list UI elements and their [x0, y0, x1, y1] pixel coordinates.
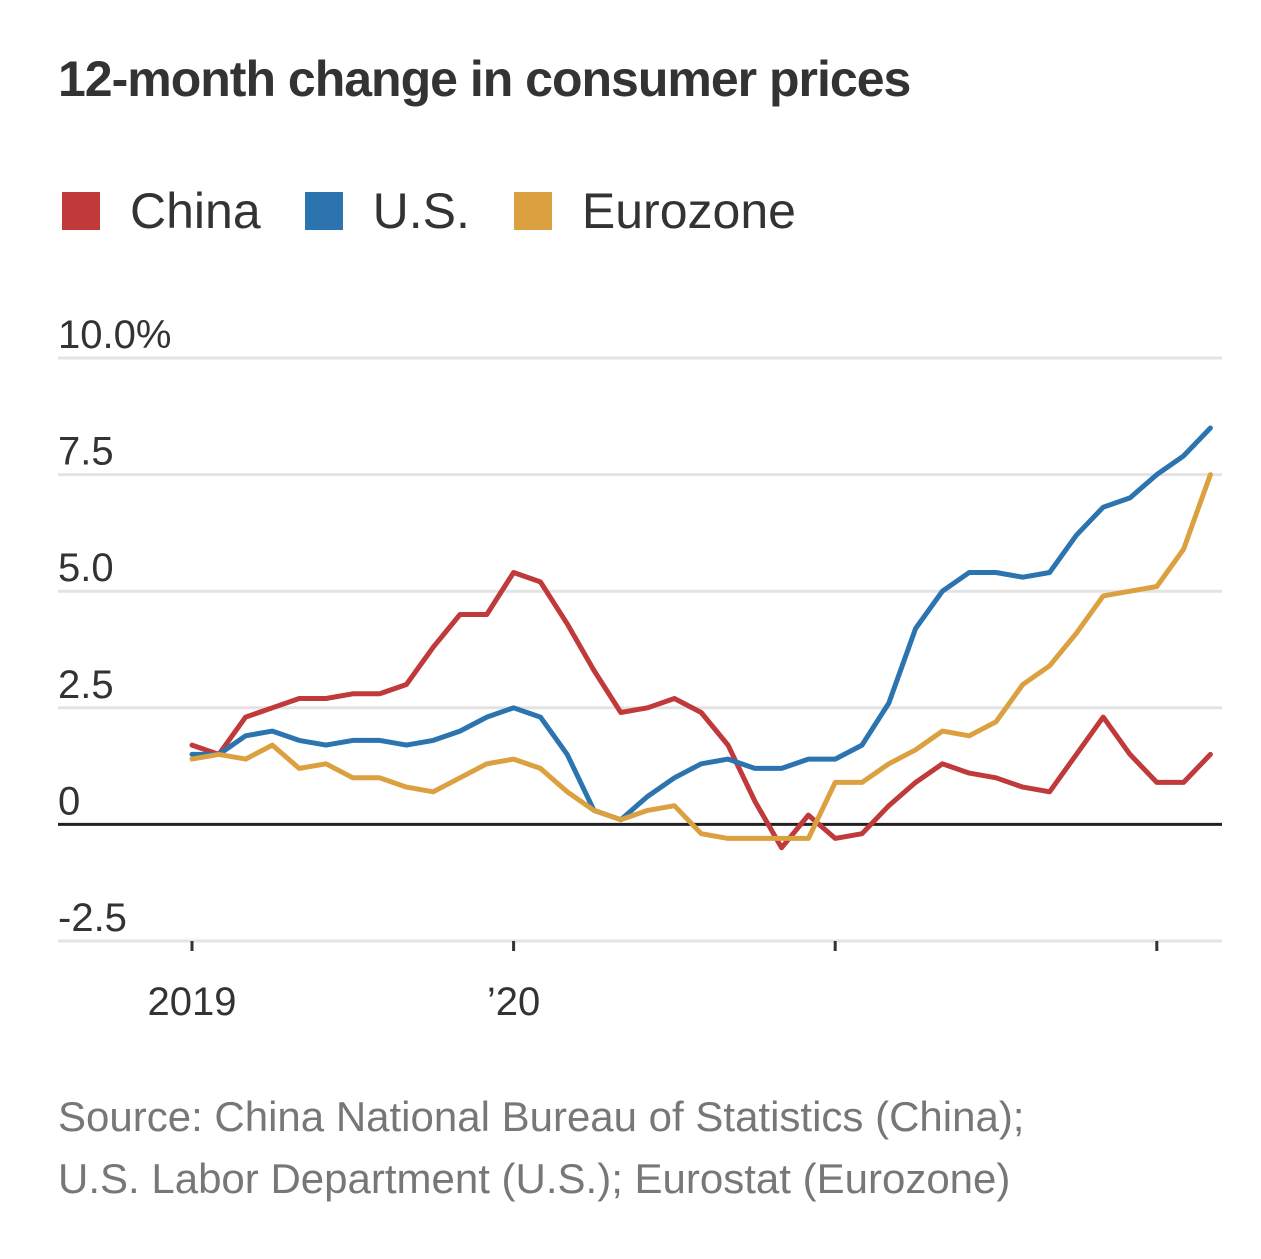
legend-swatch-us — [304, 192, 343, 230]
x-tick-label: ’20 — [487, 980, 540, 1024]
legend-label-us: U.S. — [372, 183, 470, 239]
legend-swatch-china — [62, 192, 100, 230]
y-tick-label: -2.5 — [58, 896, 127, 940]
y-tick-label: 2.5 — [58, 663, 114, 707]
y-tick-label: 7.5 — [58, 430, 114, 474]
y-tick-label: 10.0% — [58, 313, 171, 357]
x-tick-label: 2019 — [148, 980, 237, 1024]
legend-label-china: China — [130, 183, 261, 239]
series-lines — [189, 425, 1213, 851]
legend-label-eurozone: Eurozone — [581, 183, 796, 239]
legend: China U.S. Eurozone — [62, 182, 840, 240]
series-line-us — [189, 425, 1213, 823]
y-tick-label: 5.0 — [58, 546, 114, 590]
y-tick-label: 0 — [58, 779, 80, 823]
series-line-eurozone — [189, 472, 1213, 841]
x-axis: 2019 ’20 — [148, 941, 1159, 1024]
legend-swatch-eurozone — [513, 192, 552, 230]
chart-title: 12-month change in consumer prices — [58, 51, 911, 107]
source-note: Source: China National Bureau of Statist… — [58, 1086, 1238, 1210]
legend-item-china: China — [62, 182, 261, 240]
source-line-1: Source: China National Bureau of Statist… — [58, 1093, 1025, 1140]
source-line-2: U.S. Labor Department (U.S.); Eurostat (… — [58, 1155, 1011, 1202]
legend-item-us: U.S. — [304, 182, 470, 240]
legend-item-eurozone: Eurozone — [513, 182, 796, 240]
series-line-china — [189, 570, 1213, 851]
y-axis-labels: 10.0% 7.5 5.0 2.5 0 -2.5 — [58, 313, 171, 940]
gridlines — [58, 356, 1222, 943]
line-chart: 10.0% 7.5 5.0 2.5 0 -2.5 2019 ’20 — [58, 313, 1222, 1024]
